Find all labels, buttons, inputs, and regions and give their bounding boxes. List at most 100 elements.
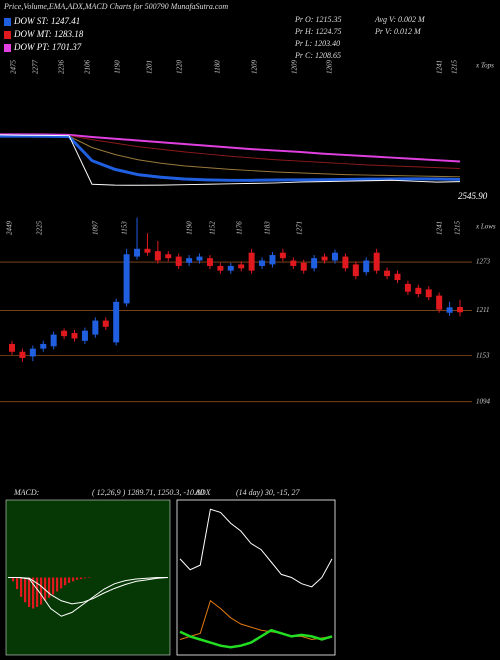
macd-histogram-bar: [36, 577, 39, 607]
legend-label: DOW PT: 1701.37: [13, 42, 82, 52]
ema-line: [0, 135, 461, 178]
candle-body: [113, 301, 120, 343]
macd-histogram-bar: [40, 577, 43, 605]
candle-body: [279, 252, 286, 259]
info-text: Pr C: 1208.65: [294, 51, 341, 60]
candle-body: [436, 295, 443, 310]
candle-body: [259, 260, 266, 266]
top-label: 1153: [121, 221, 129, 235]
candle-body: [175, 256, 182, 266]
chart-title: Price,Volume,EMA,ADX,MACD Charts for 500…: [3, 2, 228, 11]
candle-body: [321, 256, 328, 261]
y-tick-label: 1153: [476, 351, 490, 359]
top-label: 1176: [236, 221, 244, 235]
candle-body: [457, 307, 463, 313]
candle-body: [331, 252, 338, 261]
legend-label: DOW MT: 1283.18: [13, 29, 84, 39]
candle-body: [311, 258, 318, 269]
top-label: 1269: [326, 60, 334, 75]
candle-body: [19, 351, 26, 358]
macd-histogram-bar: [48, 577, 51, 598]
info-text: Pr H: 1224.75: [294, 27, 341, 36]
candle-body: [269, 255, 276, 265]
macd-histogram-bar: [76, 577, 79, 580]
signal-line: [8, 577, 169, 605]
ema-value-label: 2545.90: [458, 191, 488, 201]
candle-body: [342, 256, 349, 269]
macd-histogram-bar: [68, 577, 71, 583]
candle-body: [196, 256, 203, 261]
top-label: 1190: [186, 221, 194, 235]
price-corner-label: x Lows: [475, 223, 496, 231]
top-label: 1180: [214, 60, 222, 74]
info-text: Avg V: 0.002 M: [374, 15, 426, 24]
macd-histogram-bar: [12, 577, 15, 582]
macd-histogram-bar: [80, 577, 83, 580]
candle-body: [352, 264, 359, 277]
top-label: 1209: [251, 60, 259, 75]
top-label: 2449: [6, 221, 14, 236]
top-label: 2236: [58, 60, 66, 75]
adx-title: ADX: [194, 488, 212, 497]
candle-body: [384, 270, 391, 277]
candle-body: [248, 252, 255, 271]
top-label: 1220: [176, 60, 184, 75]
macd-histogram-bar: [28, 577, 31, 607]
macd-histogram-bar: [88, 577, 91, 578]
info-text: Pr L: 1203.40: [294, 39, 340, 48]
top-label: 2277: [32, 60, 40, 75]
candle-body: [123, 254, 130, 304]
macd-histogram-bar: [64, 577, 67, 586]
ema-corner-label: x Tops: [475, 62, 494, 70]
candle-body: [29, 348, 36, 357]
macd-histogram-bar: [32, 577, 35, 609]
ema-line: [0, 134, 461, 169]
legend-label: DOW ST: 1247.41: [13, 16, 80, 26]
legend-swatch: [4, 44, 11, 52]
candle-body: [40, 343, 47, 349]
candle-body: [394, 273, 401, 280]
candle-body: [227, 265, 234, 271]
candle-body: [165, 254, 172, 259]
macd-params: ( 12,26,9 ) 1289.71, 1250.3, -10.80: [92, 488, 204, 497]
legend-swatch: [4, 31, 11, 39]
macd-histogram-bar: [24, 577, 27, 603]
candle-body: [206, 258, 213, 266]
top-label: 2475: [10, 60, 18, 75]
info-text: Pr V: 0.012 M: [374, 27, 422, 36]
candle-body: [154, 251, 161, 261]
top-label: 1152: [209, 221, 217, 235]
candle-body: [186, 258, 193, 263]
candle-body: [300, 262, 307, 271]
y-tick-label: 1094: [476, 397, 491, 405]
candle-body: [61, 330, 68, 337]
macd-histogram-bar: [56, 577, 59, 592]
ema-line: [0, 134, 461, 182]
top-label: 1215: [451, 60, 459, 75]
top-label: 1097: [92, 221, 100, 236]
macd-histogram-bar: [72, 577, 75, 582]
top-label: 1215: [454, 221, 462, 236]
top-label: 1241: [436, 60, 444, 74]
macd-histogram-bar: [16, 577, 19, 590]
adx-line: [179, 508, 333, 588]
candle-body: [9, 343, 15, 352]
info-text: Pr O: 1215.35: [294, 15, 341, 24]
candle-body: [363, 260, 370, 273]
candle-body: [446, 307, 453, 313]
candle-body: [92, 320, 99, 335]
ema-line: [0, 134, 461, 186]
candle-body: [134, 248, 141, 257]
candle-body: [50, 334, 57, 347]
macd-histogram-bar: [84, 577, 87, 579]
candle-body: [102, 320, 109, 327]
top-label: 1209: [291, 60, 299, 75]
top-label: 2225: [36, 221, 44, 236]
candle-body: [144, 248, 151, 253]
candle-body: [290, 260, 297, 266]
candle-body: [425, 289, 432, 298]
y-tick-label: 1211: [476, 306, 489, 314]
candle-body: [217, 265, 224, 271]
